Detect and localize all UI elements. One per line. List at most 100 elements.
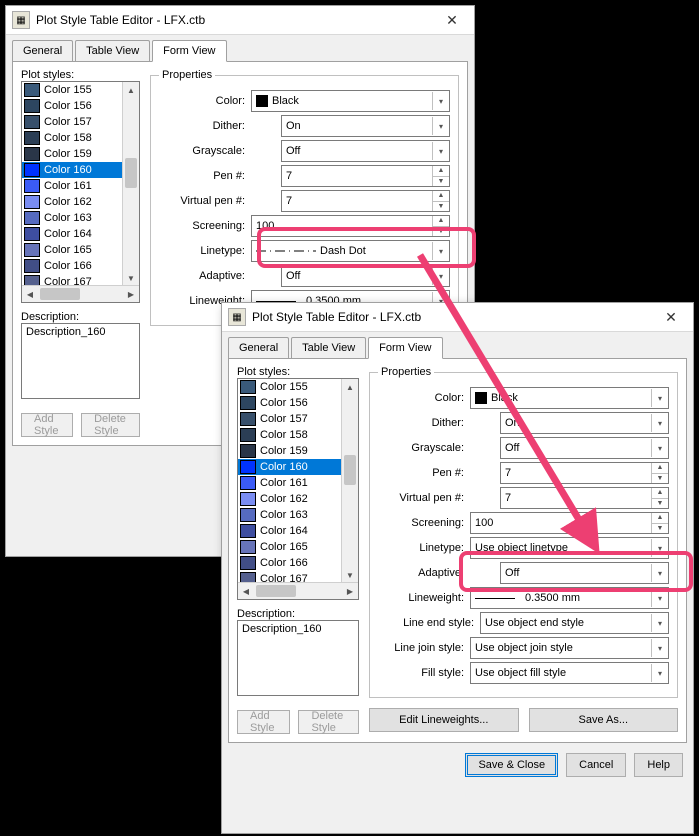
screening-spinner[interactable]: ▲▼ <box>470 512 669 534</box>
list-item[interactable]: Color 163 <box>238 507 342 523</box>
list-item[interactable]: Color 166 <box>238 555 342 571</box>
list-item[interactable]: Color 155 <box>238 379 342 395</box>
scroll-thumb[interactable] <box>256 585 296 597</box>
tab-form-view[interactable]: Form View <box>368 337 442 359</box>
lineweight-dropdown[interactable]: 0.3500 mm▾ <box>470 587 669 609</box>
delete-style-button[interactable]: Delete Style <box>81 413 140 437</box>
list-item[interactable]: Color 160 <box>22 162 123 178</box>
scroll-right-icon[interactable]: ▶ <box>342 583 358 599</box>
list-item[interactable]: Color 162 <box>22 194 123 210</box>
description-field[interactable]: Description_160 <box>21 323 140 399</box>
list-item[interactable]: Color 163 <box>22 210 123 226</box>
titlebar[interactable]: ▦Plot Style Table Editor - LFX.ctb✕ <box>222 303 693 332</box>
linetype-dropdown[interactable]: Use object linetype▾ <box>470 537 669 559</box>
list-item[interactable]: Color 164 <box>22 226 123 242</box>
line-join-style-dropdown[interactable]: Use object join style▾ <box>470 637 669 659</box>
color-dropdown[interactable]: Black▾ <box>251 90 450 112</box>
list-item[interactable]: Color 155 <box>22 82 123 98</box>
color-dropdown[interactable]: Black▾ <box>470 387 669 409</box>
add-style-button[interactable]: Add Style <box>21 413 73 437</box>
scroll-thumb[interactable] <box>125 158 137 188</box>
dither-dropdown[interactable]: On▾ <box>281 115 450 137</box>
list-item[interactable]: Color 166 <box>22 258 123 274</box>
adaptive-dropdown[interactable]: Off▾ <box>500 562 669 584</box>
scrollbar-vertical[interactable]: ▲▼ <box>341 379 358 583</box>
list-item[interactable]: Color 162 <box>238 491 342 507</box>
list-item[interactable]: Color 157 <box>22 114 123 130</box>
scrollbar-horizontal[interactable]: ◀▶ <box>22 285 139 302</box>
list-item[interactable]: Color 161 <box>22 178 123 194</box>
d1-plot-styles-list[interactable]: Color 155Color 156Color 157Color 158Colo… <box>21 81 140 303</box>
scrollbar-vertical[interactable]: ▲▼ <box>122 82 139 286</box>
add-style-button[interactable]: Add Style <box>237 710 290 734</box>
spin-down-icon[interactable]: ▼ <box>433 227 449 237</box>
linetype-dropdown[interactable]: Dash Dot▾ <box>251 240 450 262</box>
pen-spinner[interactable]: ▲▼ <box>500 462 669 484</box>
dither-dropdown[interactable]: On▾ <box>500 412 669 434</box>
screening-input[interactable] <box>471 513 651 533</box>
scroll-thumb[interactable] <box>40 288 80 300</box>
list-item[interactable]: Color 159 <box>22 146 123 162</box>
scroll-thumb[interactable] <box>344 455 356 485</box>
line-end-style-dropdown[interactable]: Use object end style▾ <box>480 612 669 634</box>
spin-up-icon[interactable]: ▲ <box>652 513 668 524</box>
spin-up-icon[interactable]: ▲ <box>652 488 668 499</box>
virtual-pen-input[interactable] <box>501 488 651 508</box>
spin-up-icon[interactable]: ▲ <box>433 191 449 202</box>
pen-input[interactable] <box>501 463 651 483</box>
scroll-left-icon[interactable]: ◀ <box>238 583 254 599</box>
virtual-pen-input[interactable] <box>282 191 432 211</box>
fill-style-dropdown[interactable]: Use object fill style▾ <box>470 662 669 684</box>
close-button[interactable]: ✕ <box>649 303 693 331</box>
scroll-down-icon[interactable]: ▼ <box>123 270 139 286</box>
list-item[interactable]: Color 160 <box>238 459 342 475</box>
spin-down-icon[interactable]: ▼ <box>433 177 449 187</box>
save-close-button[interactable]: Save & Close <box>465 753 558 777</box>
list-item[interactable]: Color 158 <box>22 130 123 146</box>
virtual-pen-spinner[interactable]: ▲▼ <box>500 487 669 509</box>
spin-up-icon[interactable]: ▲ <box>433 216 449 227</box>
scroll-up-icon[interactable]: ▲ <box>342 379 358 395</box>
cancel-button[interactable]: Cancel <box>566 753 626 777</box>
list-item[interactable]: Color 164 <box>238 523 342 539</box>
help-button[interactable]: Help <box>634 753 683 777</box>
list-item[interactable]: Color 161 <box>238 475 342 491</box>
spin-up-icon[interactable]: ▲ <box>433 166 449 177</box>
delete-style-button[interactable]: Delete Style <box>298 710 359 734</box>
list-item[interactable]: Color 158 <box>238 427 342 443</box>
screening-input[interactable] <box>252 216 432 236</box>
pen-spinner[interactable]: ▲▼ <box>281 165 450 187</box>
pen-input[interactable] <box>282 166 432 186</box>
scroll-down-icon[interactable]: ▼ <box>342 567 358 583</box>
spin-down-icon[interactable]: ▼ <box>433 202 449 212</box>
list-item[interactable]: Color 156 <box>22 98 123 114</box>
description-field[interactable]: Description_160 <box>237 620 359 696</box>
screening-spinner[interactable]: ▲▼ <box>251 215 450 237</box>
spin-down-icon[interactable]: ▼ <box>652 499 668 509</box>
scroll-up-icon[interactable]: ▲ <box>123 82 139 98</box>
tab-table-view[interactable]: Table View <box>75 40 150 61</box>
list-item[interactable]: Color 157 <box>238 411 342 427</box>
scroll-left-icon[interactable]: ◀ <box>22 286 38 302</box>
tab-general[interactable]: General <box>12 40 73 61</box>
list-item[interactable]: Color 159 <box>238 443 342 459</box>
virtual-pen-spinner[interactable]: ▲▼ <box>281 190 450 212</box>
save-as-button[interactable]: Save As... <box>529 708 679 732</box>
list-item[interactable]: Color 165 <box>22 242 123 258</box>
tab-general[interactable]: General <box>228 337 289 358</box>
grayscale-dropdown[interactable]: Off▾ <box>281 140 450 162</box>
close-button[interactable]: ✕ <box>430 6 474 34</box>
list-item[interactable]: Color 165 <box>238 539 342 555</box>
tab-form-view[interactable]: Form View <box>152 40 226 62</box>
list-item[interactable]: Color 156 <box>238 395 342 411</box>
edit-lineweights-button[interactable]: Edit Lineweights... <box>369 708 519 732</box>
tab-table-view[interactable]: Table View <box>291 337 366 358</box>
spin-up-icon[interactable]: ▲ <box>652 463 668 474</box>
scrollbar-horizontal[interactable]: ◀▶ <box>238 582 358 599</box>
spin-down-icon[interactable]: ▼ <box>652 474 668 484</box>
titlebar[interactable]: ▦Plot Style Table Editor - LFX.ctb✕ <box>6 6 474 35</box>
grayscale-dropdown[interactable]: Off▾ <box>500 437 669 459</box>
adaptive-dropdown[interactable]: Off▾ <box>281 265 450 287</box>
scroll-right-icon[interactable]: ▶ <box>123 286 139 302</box>
d2-plot-styles-list[interactable]: Color 155Color 156Color 157Color 158Colo… <box>237 378 359 600</box>
